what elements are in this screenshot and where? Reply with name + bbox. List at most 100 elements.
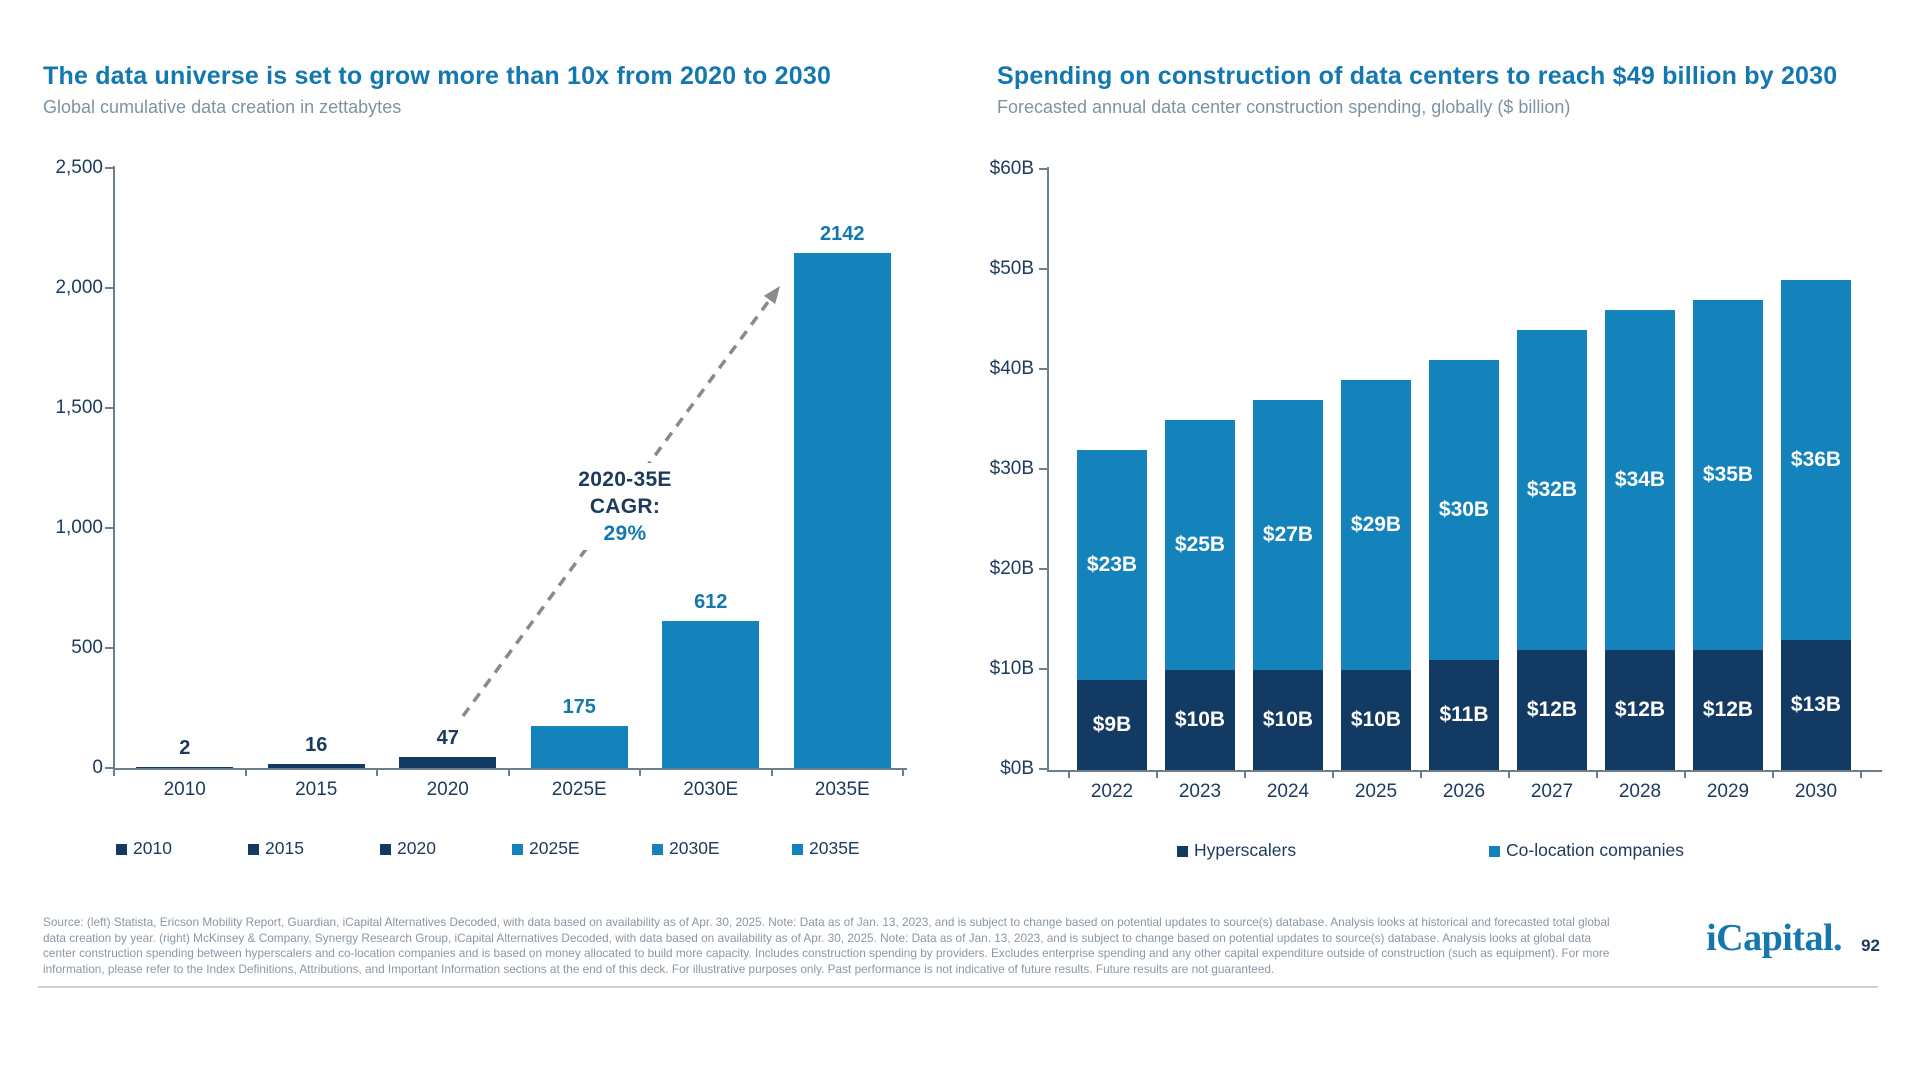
- x-axis-label: 2035E: [814, 779, 870, 800]
- y-axis-tick: [1039, 168, 1047, 170]
- legend-swatch: [116, 844, 127, 855]
- y-axis-label: 2,500: [55, 157, 103, 178]
- bar-segment-colocation: [1781, 280, 1851, 640]
- y-axis-tick: [1039, 368, 1047, 370]
- x-axis-tick: [1244, 772, 1246, 778]
- bar-segment-colocation: [1693, 300, 1763, 650]
- y-axis-label: 0: [92, 757, 103, 778]
- legend-item: 2015: [248, 838, 304, 859]
- bar-segment-hyperscalers: [1341, 670, 1411, 770]
- y-axis-tick: [1039, 668, 1047, 670]
- bar: [136, 767, 234, 768]
- bar-segment-colocation: [1077, 450, 1147, 680]
- bar-segment-hyperscalers: [1781, 640, 1851, 770]
- segment-value-label: $9B: [1092, 713, 1132, 736]
- x-axis-tick: [639, 770, 641, 776]
- bar: [793, 253, 891, 768]
- value-label: 175: [562, 696, 596, 718]
- left-x-axis-line: [113, 768, 907, 770]
- x-axis-tick: [1860, 772, 1862, 778]
- segment-value-label: $35B: [1702, 463, 1754, 486]
- value-label: 612: [694, 591, 728, 613]
- y-axis-tick: [1039, 268, 1047, 270]
- bar-segment-hyperscalers: [1693, 650, 1763, 770]
- x-axis-label: 2028: [1618, 781, 1662, 802]
- legend-label: 2025E: [529, 838, 580, 858]
- right-x-axis-line: [1047, 770, 1882, 772]
- right-chart-title: Spending on construction of data centers…: [997, 62, 1838, 90]
- y-axis-tick: [105, 287, 113, 289]
- legend-swatch: [512, 844, 523, 855]
- segment-value-label: $12B: [1702, 698, 1754, 721]
- x-axis-tick: [1684, 772, 1686, 778]
- x-axis-tick: [1508, 772, 1510, 778]
- bar-segment-colocation: [1605, 310, 1675, 650]
- y-axis-tick: [1039, 468, 1047, 470]
- value-label: 47: [436, 727, 459, 749]
- legend-item: Co-location companies: [1489, 840, 1684, 861]
- cagr-annotation-label: CAGR:: [589, 495, 661, 518]
- right-y-axis-line: [1047, 167, 1049, 772]
- legend-label: 2035E: [809, 838, 860, 858]
- legend-swatch: [1489, 846, 1500, 857]
- y-axis-label: 500: [71, 637, 103, 658]
- bar-segment-hyperscalers: [1253, 670, 1323, 770]
- x-axis-tick: [1772, 772, 1774, 778]
- segment-value-label: $10B: [1262, 708, 1314, 731]
- cagr-annotation-value: 29%: [603, 522, 647, 545]
- x-axis-label: 2020: [426, 779, 469, 800]
- legend-label: Hyperscalers: [1194, 840, 1297, 860]
- bar-segment-colocation: [1517, 330, 1587, 650]
- x-axis-tick: [1420, 772, 1422, 778]
- x-axis-label: 2010: [163, 779, 206, 800]
- x-axis-label: 2030E: [683, 779, 739, 800]
- segment-value-label: $34B: [1614, 468, 1666, 491]
- legend-swatch: [792, 844, 803, 855]
- bar: [267, 764, 365, 768]
- bar-segment-colocation: [1429, 360, 1499, 660]
- x-axis-tick: [1332, 772, 1334, 778]
- bar-segment-colocation: [1253, 400, 1323, 670]
- y-axis-label: $30B: [989, 458, 1034, 479]
- segment-value-label: $29B: [1350, 513, 1402, 536]
- cagr-annotation-range: 2020-35E: [578, 468, 672, 491]
- legend-item: 2010: [116, 838, 172, 859]
- source-block: Source: (left) Statista, Ericson Mobilit…: [43, 915, 1683, 977]
- x-axis-label: 2024: [1266, 781, 1310, 802]
- bar: [399, 757, 497, 768]
- legend-label: 2030E: [669, 838, 720, 858]
- legend-item: Hyperscalers: [1177, 840, 1296, 861]
- x-axis-label: 2030: [1794, 781, 1838, 802]
- x-axis-tick: [1068, 772, 1070, 778]
- x-axis-tick: [1156, 772, 1158, 778]
- y-axis-label: $60B: [989, 158, 1034, 179]
- x-axis-label: 2025E: [551, 779, 607, 800]
- legend-label: Co-location companies: [1506, 840, 1685, 860]
- source-line: center construction spending between hyp…: [43, 946, 1610, 961]
- y-axis-tick: [105, 407, 113, 409]
- left-chart-subtitle: Global cumulative data creation in zetta…: [43, 97, 402, 117]
- logo-period: .: [1833, 917, 1843, 959]
- value-label: 2142: [820, 223, 865, 245]
- value-label: 2: [179, 737, 191, 759]
- icapital-logo: iCapital.: [1706, 917, 1843, 959]
- segment-value-label: $30B: [1438, 498, 1490, 521]
- right-chart-subtitle: Forecasted annual data center constructi…: [997, 97, 1571, 117]
- x-axis-label: 2027: [1530, 781, 1574, 802]
- y-axis-label: $50B: [989, 258, 1034, 279]
- segment-value-label: $10B: [1350, 708, 1402, 731]
- legend-label: 2010: [133, 838, 172, 858]
- segment-value-label: $25B: [1174, 533, 1226, 556]
- legend-swatch: [1177, 846, 1188, 857]
- bar: [662, 621, 760, 768]
- segment-value-label: $23B: [1086, 553, 1138, 576]
- y-axis-tick: [105, 167, 113, 169]
- legend-item: 2030E: [652, 838, 720, 859]
- x-axis-label: 2029: [1706, 781, 1750, 802]
- bar-segment-hyperscalers: [1429, 660, 1499, 770]
- y-axis-label: $10B: [989, 658, 1034, 679]
- legend-swatch: [248, 844, 259, 855]
- y-axis-tick: [105, 767, 113, 769]
- y-axis-tick: [1039, 568, 1047, 570]
